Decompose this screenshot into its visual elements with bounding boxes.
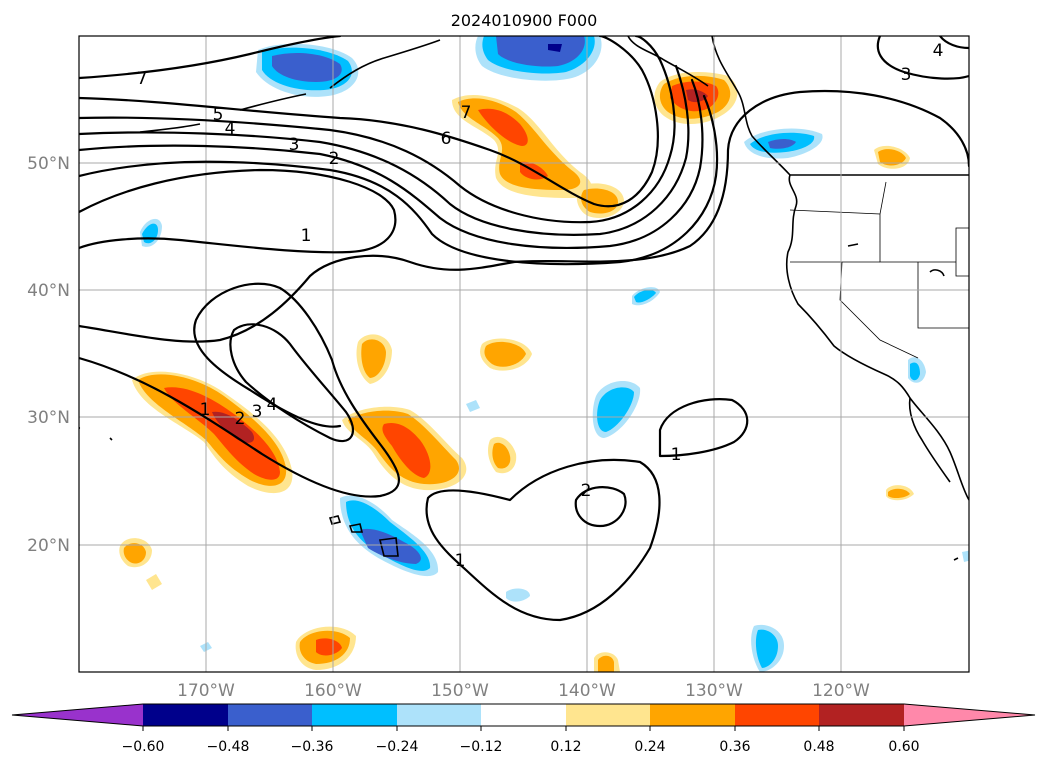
contour-label: 7 xyxy=(137,69,148,89)
positive-anomaly-south-max xyxy=(316,638,342,656)
positive-anomaly-bottom-core xyxy=(598,655,614,672)
positive-anomaly-mexico-core xyxy=(888,488,910,499)
contour-label: 5 xyxy=(213,105,224,125)
colorbar-tick-label: 0.36 xyxy=(719,739,750,755)
colorbar-segment xyxy=(566,704,650,726)
contour-1-east xyxy=(658,398,749,458)
negative-anomaly-baja-core xyxy=(910,362,920,381)
lat-label: 20°N xyxy=(27,536,70,556)
anomaly-shading xyxy=(119,36,969,672)
contour-1-tropical xyxy=(425,458,661,622)
contour-3 xyxy=(79,78,704,249)
lon-label: 140°W xyxy=(558,681,616,701)
colorbar-tick-label: −0.60 xyxy=(122,739,165,755)
contour-label: 4 xyxy=(225,119,236,139)
contour-1-loop xyxy=(79,168,397,254)
contour-label: 2 xyxy=(329,149,340,169)
colorbar: −0.60 −0.48 −0.36 −0.24 −0.12 0.12 0.24 … xyxy=(11,703,1036,755)
negative-anomaly-small-1-core xyxy=(634,289,656,303)
colorbar-extend-min xyxy=(12,704,143,726)
figure-title: 2024010900 F000 xyxy=(451,11,598,30)
negative-anomaly-central-core xyxy=(597,387,634,432)
colorbar-tick-label: −0.48 xyxy=(207,739,250,755)
lon-label: 160°W xyxy=(304,681,362,701)
positive-anomaly-mid-1-core xyxy=(361,339,386,378)
positive-anomaly-mid-3-core xyxy=(492,442,511,469)
longitude-labels: 170°W 160°W 150°W 140°W 130°W 120°W xyxy=(177,681,870,701)
contour-label: 1 xyxy=(455,551,466,571)
positive-anomaly-gulf xyxy=(452,94,624,219)
contour-label: 2 xyxy=(235,409,246,429)
colorbar-extend-max xyxy=(904,704,1035,726)
lat-label: 40°N xyxy=(27,281,70,301)
negative-anomaly-south-east-core xyxy=(755,629,778,668)
lon-label: 150°W xyxy=(431,681,489,701)
contour-label: 1 xyxy=(671,445,682,465)
colorbar-segment xyxy=(650,704,735,726)
contour-5 xyxy=(79,36,676,224)
contour-label: 1 xyxy=(301,226,312,246)
contour-label: 1 xyxy=(200,400,211,420)
negative-anomaly-gulf xyxy=(475,36,602,81)
contour-label: 2 xyxy=(581,481,592,501)
colorbar-tick-label: 0.48 xyxy=(803,739,834,755)
contour-labels: 7 5 4 3 2 6 7 1 1 2 3 4 1 2 1 3 4 xyxy=(137,41,944,571)
contour-4 xyxy=(79,64,690,236)
colorbar-segment xyxy=(819,704,904,726)
contour-3-ne xyxy=(876,36,969,80)
contour-label: 3 xyxy=(289,135,300,155)
positive-anomaly-mid-2-core xyxy=(484,341,526,367)
lon-label: 130°W xyxy=(685,681,743,701)
positive-anomaly-idaho-core xyxy=(878,149,906,166)
lat-label: 50°N xyxy=(27,154,70,174)
contour-label: 4 xyxy=(267,395,278,415)
colorbar-tick-label: −0.12 xyxy=(460,739,503,755)
coastlines xyxy=(109,36,969,561)
colorbar-segment xyxy=(228,704,312,726)
contour-1-south xyxy=(79,282,400,498)
colorbar-tick-label: −0.24 xyxy=(376,739,419,755)
colorbar-tick-label: 0.60 xyxy=(888,739,919,755)
lon-label: 170°W xyxy=(177,681,235,701)
colorbar-ticks xyxy=(142,726,905,731)
contour-label: 3 xyxy=(901,65,912,85)
contour-4-inner xyxy=(229,323,355,443)
positive-anomaly-tiny xyxy=(146,574,162,590)
contour-label: 6 xyxy=(441,129,452,149)
negative-anomaly-washington xyxy=(744,128,823,159)
wind-speed-contours xyxy=(79,36,969,622)
contour-6 xyxy=(79,36,659,208)
lat-label: 30°N xyxy=(27,408,70,428)
contour-label: 4 xyxy=(933,41,944,61)
colorbar-tick-label: 0.12 xyxy=(550,739,581,755)
map-frame xyxy=(78,35,970,673)
colorbar-tick-label: −0.36 xyxy=(291,739,334,755)
map-panel: 7 5 4 3 2 6 7 1 1 2 3 4 1 2 1 3 4 xyxy=(79,36,969,672)
negative-anomaly-dot xyxy=(466,400,480,412)
contour-2 xyxy=(79,94,719,266)
contour-4-ne xyxy=(938,36,969,50)
negative-anomaly-hawaii xyxy=(340,495,439,577)
lon-label: 120°W xyxy=(812,681,870,701)
colorbar-segment xyxy=(735,704,819,726)
colorbar-segment xyxy=(143,704,228,726)
positive-anomaly-central-band xyxy=(342,406,467,491)
contour-label: 7 xyxy=(461,103,472,123)
colorbar-tick-label: 0.24 xyxy=(634,739,665,755)
negative-anomaly-south-dot xyxy=(506,588,530,602)
negative-anomaly-edge xyxy=(962,550,969,562)
colorbar-segment xyxy=(312,704,397,726)
contour-7-north xyxy=(79,36,342,80)
contour-1-main xyxy=(79,89,969,343)
colorbar-segment xyxy=(481,704,566,726)
contour-2-tropical xyxy=(574,486,627,528)
contour-label: 3 xyxy=(252,402,263,422)
latitude-labels: 50°N 40°N 30°N 20°N xyxy=(27,154,70,556)
positive-anomaly-hi-west-core xyxy=(123,543,146,564)
colorbar-segment xyxy=(397,704,481,726)
